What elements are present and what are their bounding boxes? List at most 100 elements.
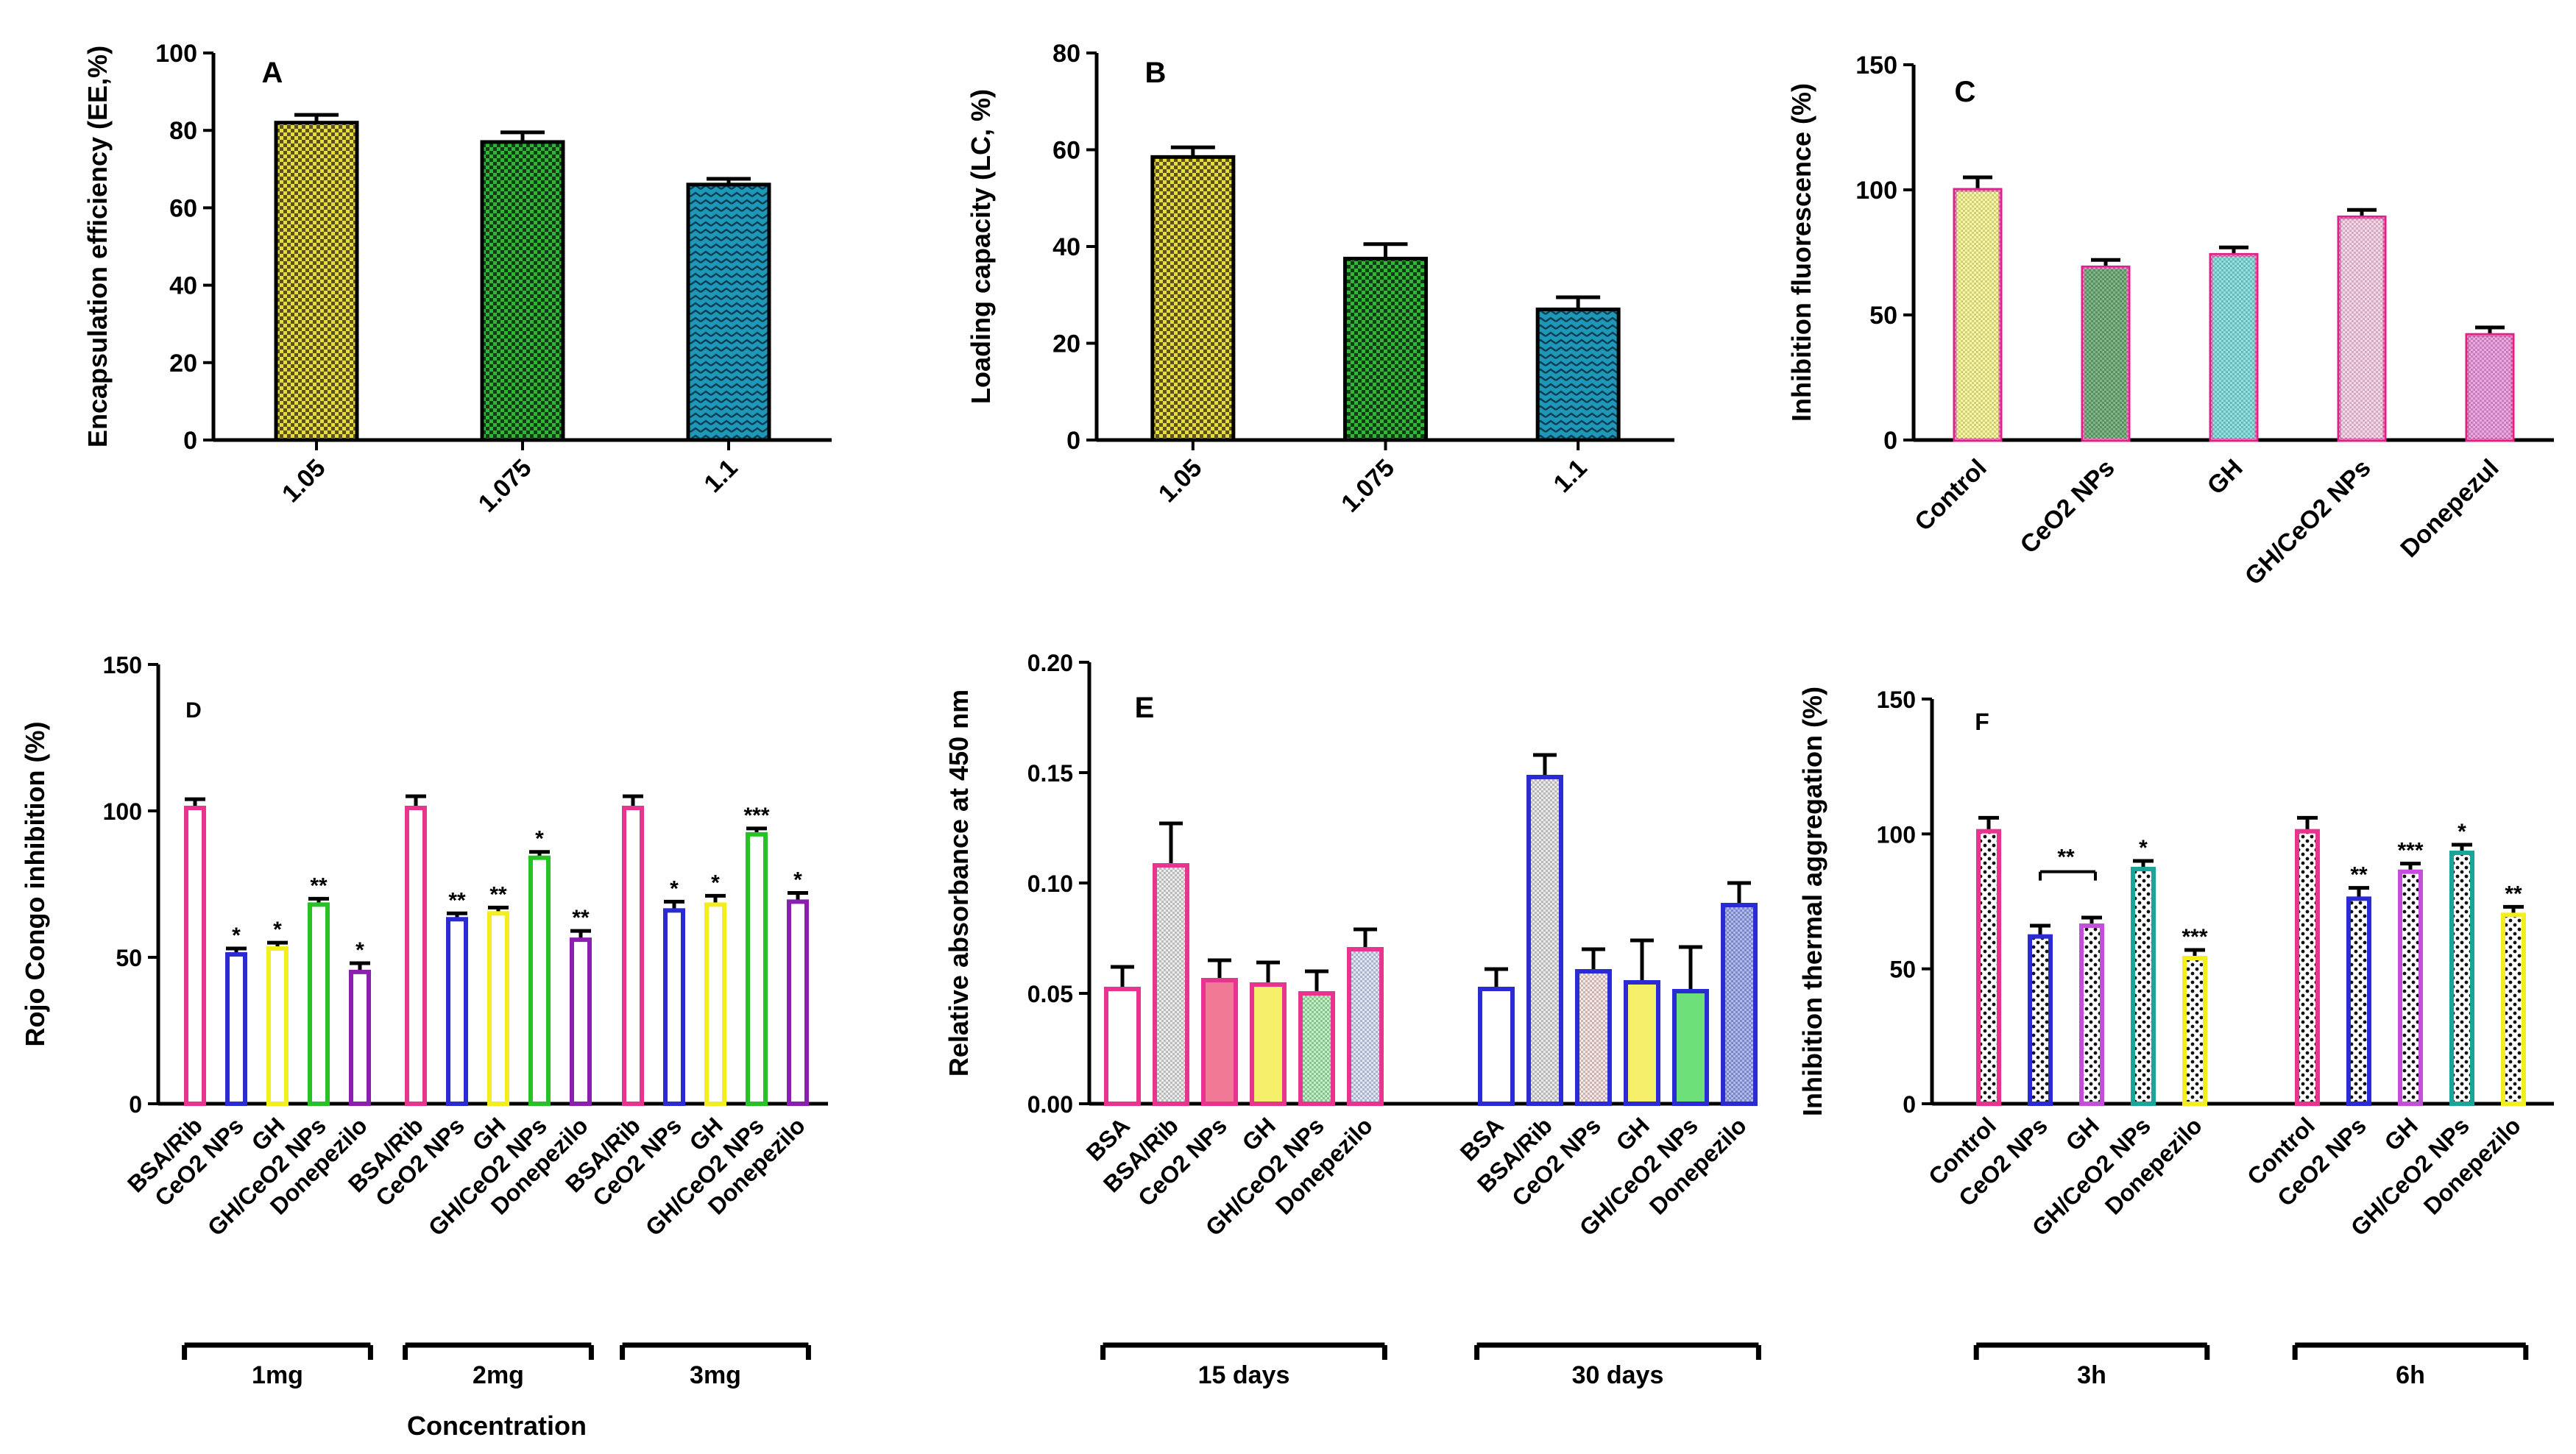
bar-1mg-gh-ceo2-nps — [308, 902, 330, 1106]
panel-letter: F — [1975, 709, 1989, 735]
y-tick-label: 100 — [103, 798, 142, 825]
x-tick-label: GH — [2379, 1112, 2423, 1155]
bar-texture — [1157, 868, 1185, 1102]
x-tick-label: Control — [1909, 454, 1992, 536]
y-tick-label: 80 — [1052, 40, 1080, 68]
significance-marker: *** — [743, 804, 769, 828]
significance-marker: * — [711, 870, 720, 895]
y-tick-label: 20 — [1052, 330, 1080, 358]
x-tick-label: GH — [2202, 454, 2248, 500]
significance-marker: *** — [2397, 839, 2423, 863]
bar-6h-ceo2-nps — [2346, 896, 2371, 1107]
bar-texture — [1955, 190, 2000, 440]
bar-3mg-gh — [704, 902, 726, 1106]
bar-6h-gh-ceo2-nps — [2449, 851, 2474, 1106]
y-tick-label: 0 — [1883, 427, 1897, 455]
significance-marker: *** — [2182, 925, 2207, 949]
x-tick-label: GH/CeO2 NPs — [2240, 454, 2377, 591]
group-label: 6h — [2396, 1361, 2425, 1389]
y-tick-label: 0.05 — [1027, 981, 1073, 1007]
chart-panel-a: 0 20 40 60 80 100 Encapsulation efficiency (EE… — [82, 40, 832, 518]
significance-marker: * — [2458, 820, 2466, 844]
bar-texture — [1303, 996, 1331, 1102]
y-axis-label: Rojo Congo inhibition (%) — [20, 722, 50, 1047]
bar-3h-gh-ceo2-nps — [2131, 867, 2156, 1106]
x-tick-label: GH — [2061, 1112, 2104, 1155]
bar-texture — [2339, 217, 2385, 440]
bar-15-days-gh — [1250, 982, 1287, 1106]
significance-marker: * — [273, 918, 282, 942]
y-tick-label: 100 — [1855, 177, 1897, 205]
y-axis-label: Relative absorbance at 450 nm — [944, 689, 974, 1077]
panel-letter: B — [1145, 57, 1167, 89]
chart-panel-c: 0 50 100 150 Inhibition fluorescence (%) C Con… — [1786, 52, 2554, 591]
significance-marker: ** — [448, 888, 466, 912]
significance-marker: ** — [489, 882, 507, 907]
x-tick-label: 1.05 — [277, 454, 331, 508]
significance-marker: ** — [572, 906, 590, 930]
bar-30-days-bsa — [1478, 987, 1515, 1106]
y-tick-label: 100 — [155, 40, 197, 68]
significance-marker: * — [355, 938, 364, 962]
bar-3h-ceo2-nps — [2028, 934, 2053, 1106]
bar-3mg-gh-ceo2-nps — [746, 831, 768, 1106]
bar-1-05 — [1150, 155, 1236, 442]
y-tick-label: 20 — [169, 350, 197, 377]
significance-marker: * — [670, 876, 679, 901]
significance-marker: ** — [2350, 863, 2368, 887]
y-tick-label: 50 — [1869, 302, 1897, 330]
bar-3h-control — [1976, 829, 2001, 1106]
bar-3h-gh — [2079, 923, 2104, 1106]
y-tick-label: 0.00 — [1027, 1091, 1073, 1118]
panel-letter: E — [1135, 692, 1155, 724]
y-tick-label: 50 — [116, 945, 142, 971]
x-axis-label: Concentration — [407, 1411, 587, 1441]
panel-letter: D — [185, 698, 202, 723]
y-tick-label: 0 — [1903, 1091, 1916, 1118]
significance-marker: ** — [310, 873, 328, 898]
significance-marker: * — [793, 868, 802, 892]
y-tick-label: 80 — [169, 117, 197, 145]
bar-texture — [1351, 951, 1379, 1102]
bar-2mg-bsa-rib — [405, 806, 427, 1107]
y-tick-label: 50 — [1889, 957, 1916, 983]
y-tick-label: 40 — [1052, 233, 1080, 261]
y-tick-label: 0 — [183, 427, 197, 455]
y-tick-label: 150 — [1877, 687, 1916, 713]
bar-30-days-gh — [1624, 980, 1660, 1106]
group-label: 15 days — [1198, 1361, 1290, 1389]
bar-1mg-bsa-rib — [184, 806, 206, 1107]
y-tick-label: 150 — [103, 652, 142, 678]
bar-1-075 — [1343, 256, 1428, 442]
group-label: 3h — [2077, 1361, 2106, 1389]
bar-1mg-gh — [266, 946, 289, 1107]
y-tick-label: 0 — [129, 1091, 142, 1118]
bar-6h-control — [2295, 829, 2320, 1106]
bar-texture — [1725, 907, 1753, 1102]
bar-texture — [2467, 335, 2513, 440]
bar-15-days-ceo2-nps — [1201, 978, 1238, 1106]
bar-3mg-bsa-rib — [622, 806, 644, 1107]
chart-panel-b: 0 20 40 60 80 Loading capacity (LC, %) B 1.05 1.… — [966, 40, 1674, 518]
y-tick-label: 0 — [1066, 427, 1080, 455]
significance-marker: * — [232, 923, 241, 948]
y-tick-label: 60 — [169, 194, 197, 222]
significance-marker: * — [535, 827, 544, 851]
bar-2mg-gh — [487, 911, 509, 1107]
bar-3mg-ceo2-nps — [663, 908, 685, 1106]
bar-texture — [1531, 779, 1559, 1102]
y-tick-label: 60 — [1052, 137, 1080, 165]
bar-15-days-bsa — [1104, 987, 1141, 1106]
bar-1-05 — [274, 121, 359, 442]
bar-3h-donepezilo — [2182, 956, 2207, 1106]
panel-letter: A — [262, 57, 283, 89]
y-axis-label: Inhibition thermal aggregation (%) — [1797, 687, 1827, 1116]
bar-texture — [2083, 267, 2129, 440]
x-tick-label: 1.05 — [1153, 454, 1208, 508]
chart-panel-f: 0 50 100 150 Inhibition thermal aggregation … — [1797, 687, 2554, 1389]
group-label: 30 days — [1572, 1361, 1664, 1389]
significance-marker: ** — [2057, 845, 2075, 870]
bar-2mg-gh-ceo2-nps — [528, 855, 551, 1107]
